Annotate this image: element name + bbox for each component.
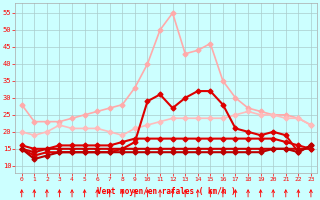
X-axis label: Vent moyen/en rafales ( km/h ): Vent moyen/en rafales ( km/h ) <box>97 187 236 196</box>
